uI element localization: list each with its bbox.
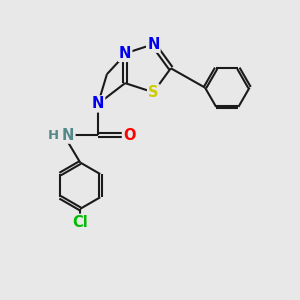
Text: N: N bbox=[147, 37, 160, 52]
Text: N: N bbox=[92, 96, 104, 111]
Text: H: H bbox=[48, 129, 59, 142]
Text: N: N bbox=[119, 46, 131, 61]
Text: N: N bbox=[62, 128, 74, 142]
Text: O: O bbox=[123, 128, 135, 142]
Text: S: S bbox=[148, 85, 159, 100]
Text: Cl: Cl bbox=[72, 215, 88, 230]
